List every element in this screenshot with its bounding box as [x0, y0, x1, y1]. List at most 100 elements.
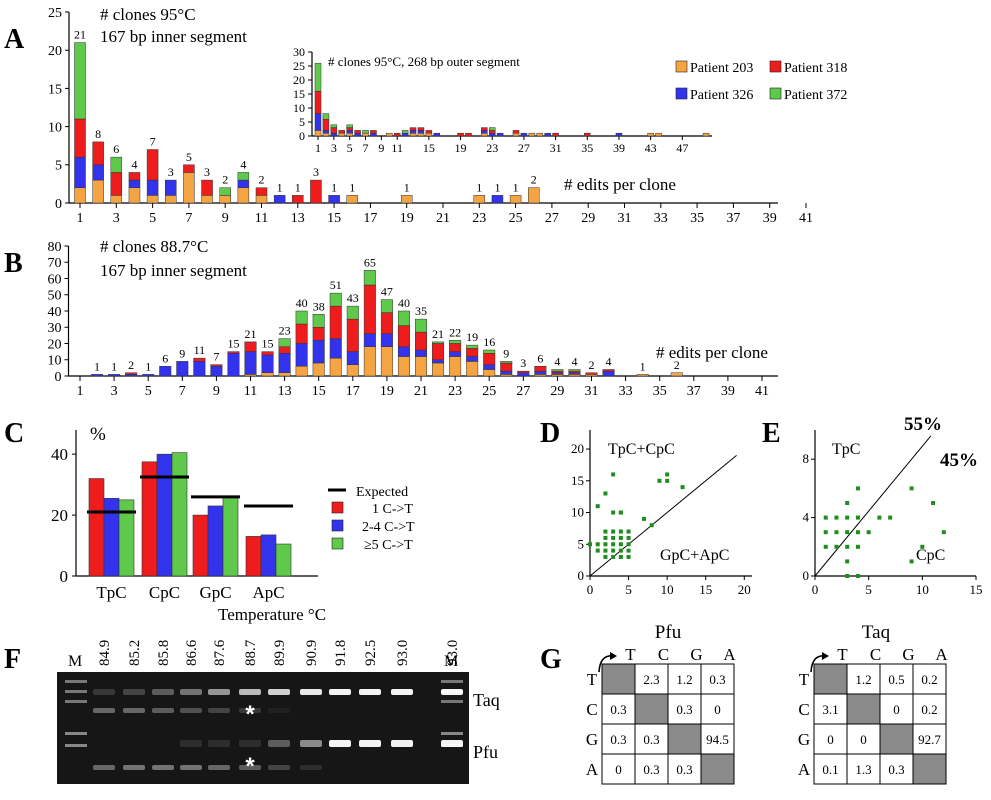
data-label: 35: [415, 304, 427, 318]
matrix-cell: [700, 693, 735, 725]
scatter-point: [603, 554, 608, 559]
bar-segment: [409, 130, 417, 134]
temp-label: 85.2: [127, 640, 143, 666]
category-label: TpC: [96, 583, 126, 602]
scatter-point: [665, 478, 670, 483]
bar-segment: [397, 310, 410, 326]
bar-segment: [74, 156, 86, 188]
data-label: 65: [364, 255, 376, 269]
bar-segment: [329, 338, 342, 359]
bar-segment: [449, 351, 462, 357]
x-tick-label: 17: [363, 211, 377, 226]
gel-band-taq-low: [123, 708, 145, 713]
x-tick-label: 5: [149, 211, 156, 226]
scatter-point: [855, 530, 860, 535]
scatter-point: [618, 510, 623, 515]
bar-segment: [346, 364, 359, 377]
bar-segment: [528, 187, 540, 204]
data-label: 1: [640, 359, 646, 373]
scatter-point: [618, 535, 623, 540]
data-label: 21: [245, 327, 257, 341]
panel-letter-a: A: [4, 24, 25, 55]
bar-segment: [346, 124, 353, 128]
x-tick-label: 10: [916, 582, 929, 597]
data-label: 5: [186, 150, 192, 164]
data-label: 40: [398, 296, 410, 310]
matrix-cell-value: 0.5: [888, 672, 904, 687]
bar-segment: [380, 312, 393, 334]
bar: [207, 505, 224, 577]
data-label: 1: [494, 180, 500, 194]
matrix-col-label: G: [690, 645, 702, 664]
bar: [260, 534, 277, 577]
bar-segment: [544, 132, 551, 137]
bar-segment: [146, 149, 159, 181]
category-label: GpC: [199, 583, 231, 602]
bar-segment: [363, 333, 376, 347]
data-label: 7: [213, 350, 219, 364]
bar-segment: [74, 42, 86, 120]
panel-e-chart: 0 5 10 15 0 4 8: [803, 430, 983, 597]
bar-segment: [363, 270, 376, 286]
y-tick-label: 5: [299, 115, 305, 129]
scatter-point: [845, 501, 850, 505]
bar-segment: [219, 187, 231, 196]
bar-segment: [483, 369, 496, 377]
bar: [88, 478, 105, 577]
bar-segment: [310, 179, 322, 204]
x-tick-label: 41: [799, 211, 813, 226]
panel-e-label-bottom: CpC: [916, 547, 945, 564]
bar-segment: [146, 179, 159, 196]
bar-segment: [346, 132, 353, 137]
data-label: 2: [674, 358, 680, 372]
bar: [171, 452, 188, 577]
scatter-point: [626, 535, 631, 540]
bar-segment: [512, 132, 520, 137]
legend-label-patient-203: Patient 203: [690, 61, 753, 76]
bar-segment: [473, 195, 486, 204]
bar-segment: [534, 366, 547, 372]
matrix-cell: [601, 753, 636, 785]
legend-label-patient-372: Patient 372: [784, 88, 847, 103]
legend-label-expected: Expected: [356, 485, 408, 500]
gel-band-pfu-low: [208, 765, 230, 770]
bar-segment: [125, 372, 138, 375]
matrix-cell-value: 0.3: [643, 732, 659, 747]
panel-letter-e: E: [762, 418, 781, 449]
bar-segment: [193, 361, 206, 377]
y-tick-label: 4: [803, 510, 810, 525]
bar-segment: [647, 132, 654, 137]
matrix-cell-value: 0: [714, 702, 721, 717]
matrix-row-label: A: [586, 760, 599, 779]
scatter-point: [845, 574, 850, 578]
temp-label: 93.0: [395, 640, 411, 666]
x-tick-label: 33: [654, 211, 668, 226]
data-label: 6: [537, 351, 543, 365]
panel-letter-c: C: [4, 418, 24, 449]
diagonal-line: [814, 435, 932, 577]
scatter-point: [618, 554, 623, 559]
legend-swatch-5-ct: [331, 537, 344, 550]
bar-segment: [92, 164, 104, 181]
bar-segment: [500, 361, 513, 364]
temp-label: 89.9: [272, 640, 288, 666]
bar-segment: [517, 372, 530, 377]
marker-band: [65, 700, 87, 703]
bar-segment: [520, 132, 528, 137]
x-tick-label: 23: [448, 384, 462, 399]
x-tick-label: 7: [363, 141, 369, 155]
bar-segment: [363, 284, 376, 334]
y-tick-label: 5: [578, 536, 585, 551]
bar-segment: [292, 195, 304, 204]
bar-segment: [330, 124, 338, 128]
matrix-cell: [667, 753, 702, 785]
gel-band-taq-low: [268, 708, 290, 713]
bar-segment: [466, 348, 479, 357]
bar-segment: [354, 130, 361, 134]
data-label: 2: [589, 358, 595, 372]
bar-segment: [415, 318, 427, 333]
matrix-cell-value: 0: [893, 702, 900, 717]
data-label: 1: [331, 180, 337, 194]
temp-label: 88.7: [243, 639, 259, 666]
bar-segment: [433, 132, 441, 137]
